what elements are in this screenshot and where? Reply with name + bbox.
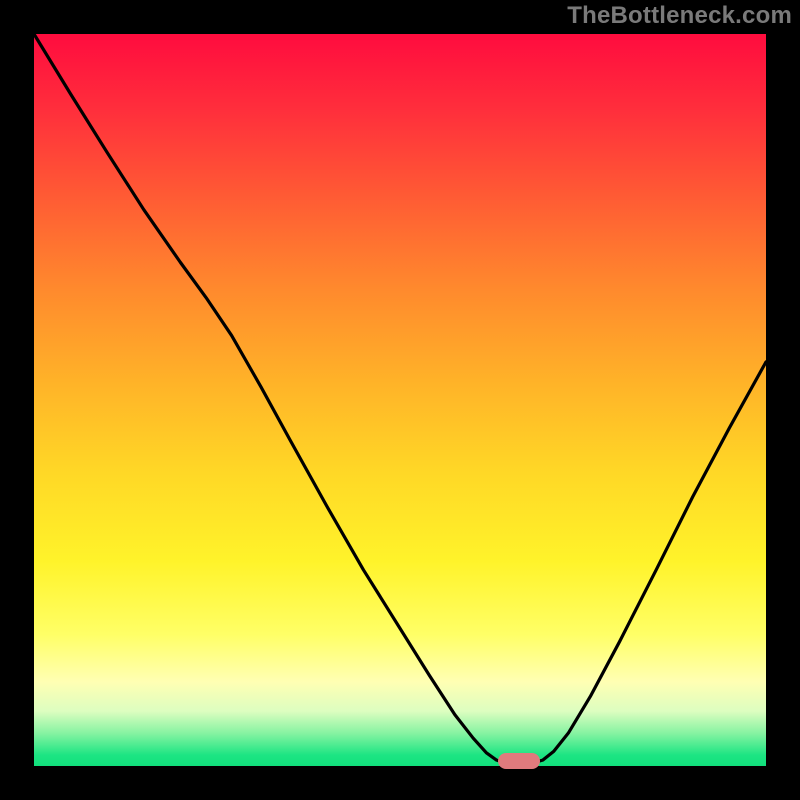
chart-container: TheBottleneck.com [0,0,800,800]
bottleneck-curve [34,34,766,763]
curve-layer [34,34,766,766]
bottleneck-marker [498,753,540,769]
plot-area [34,34,766,766]
watermark-label: TheBottleneck.com [567,2,792,30]
